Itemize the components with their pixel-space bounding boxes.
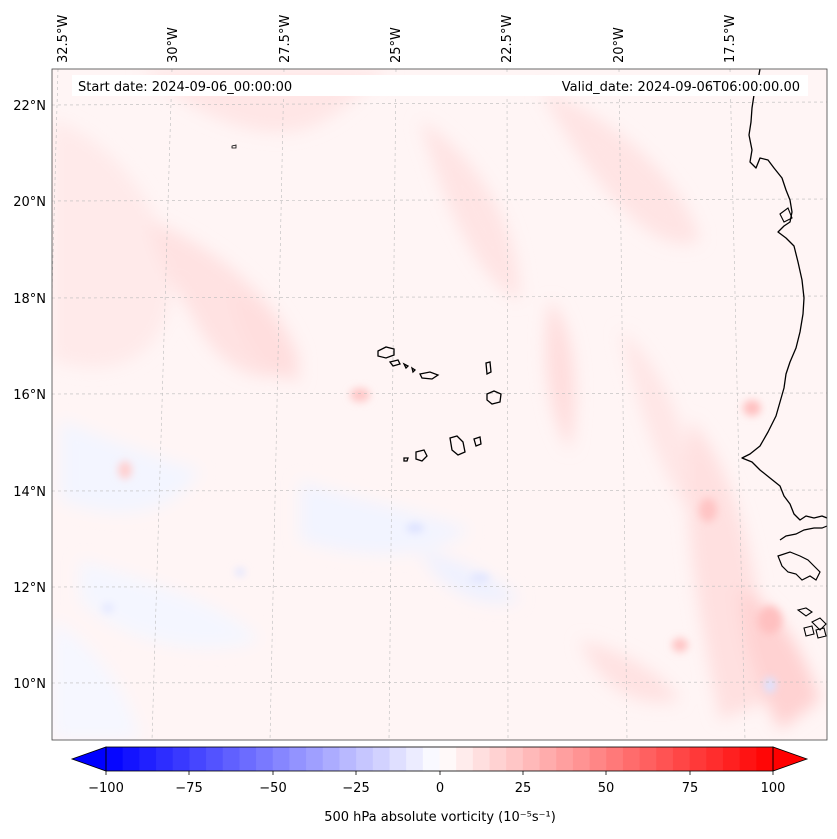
coast-gambia	[779, 525, 827, 541]
colorbar-cell	[356, 747, 374, 771]
colorbar-cell	[206, 747, 224, 771]
colorbar-tick-label: −25	[342, 781, 369, 796]
colorbar-cell	[122, 747, 140, 771]
lat-label: 20°N	[13, 195, 46, 210]
map-panel	[52, 69, 827, 740]
colorbar-tick-label: 0	[436, 781, 444, 796]
colorbar-cell	[422, 747, 440, 771]
cape-verde-islands	[377, 346, 502, 462]
colorbar-ticks	[105, 771, 774, 775]
colorbar-cell	[289, 747, 307, 771]
colorbar-cell	[139, 747, 157, 771]
colorbar-cell	[439, 747, 457, 771]
lon-label: 32.5°W	[56, 15, 71, 63]
colorbar-cell	[689, 747, 707, 771]
colorbar-tick-label: −50	[259, 781, 286, 796]
colorbar-cell	[706, 747, 724, 771]
colorbar-outline	[105, 746, 774, 772]
colorbar-tick-label: 50	[598, 781, 615, 796]
coast-upper	[779, 207, 793, 223]
colorbar-cell	[306, 747, 324, 771]
colorbar-cell	[322, 747, 340, 771]
map-frame	[51, 68, 828, 741]
lat-label: 14°N	[13, 485, 46, 500]
longitude-labels: 32.5°W 30°W 27.5°W 25°W 22.5°W 20°W 17.5…	[56, 15, 738, 63]
colorbar-cell	[272, 747, 290, 771]
african-coastline	[741, 69, 827, 521]
colorbar-cell	[239, 747, 257, 771]
vorticity-small-features	[102, 388, 782, 693]
colorbar-title: 500 hPa absolute vorticity (10⁻⁵s⁻¹)	[324, 810, 556, 825]
colorbar-tick-label: 25	[515, 781, 532, 796]
colorbar-cell	[189, 747, 207, 771]
colorbar-cells	[106, 747, 774, 771]
colorbar-min-arrow	[70, 746, 107, 772]
colorbar-cell	[639, 747, 657, 771]
info-box	[72, 75, 808, 96]
lat-label: 18°N	[13, 292, 46, 307]
colorbar-tick-label: −75	[175, 781, 202, 796]
lon-label: 22.5°W	[500, 15, 515, 63]
colorbar-cell	[106, 747, 124, 771]
lat-label: 22°N	[13, 99, 46, 114]
colorbar-cell	[456, 747, 474, 771]
colorbar-cell	[672, 747, 691, 771]
colorbar-cell	[739, 747, 757, 771]
colorbar-cell	[589, 747, 607, 771]
colorbar-cell	[372, 747, 390, 771]
colorbar-tick-label: −100	[88, 781, 124, 796]
lon-label: 30°W	[166, 27, 181, 63]
coast-bijagos	[796, 607, 827, 639]
start-date-label: Start date: 2024-09-06_00:00:00	[78, 80, 292, 95]
colorbar-cell	[539, 747, 557, 771]
colorbar-cell	[489, 747, 507, 771]
colorbar-tick-label: 75	[682, 781, 699, 796]
colorbar-cell	[172, 747, 190, 771]
valid-date-label: Valid_date: 2024-09-06T06:00:00.00	[562, 80, 800, 95]
colorbar-cell	[339, 747, 357, 771]
colorbar-cell	[756, 747, 774, 771]
graticule	[52, 69, 827, 740]
colorbar-cell	[506, 747, 524, 771]
colorbar-cell	[222, 747, 240, 771]
lon-label: 27.5°W	[278, 15, 293, 63]
lat-label: 12°N	[13, 581, 46, 596]
coast-guinea-bissau	[777, 551, 821, 581]
colorbar-cell	[556, 747, 574, 771]
colorbar-cell	[389, 747, 407, 771]
colorbar-cell	[572, 747, 591, 771]
colorbar-cell	[156, 747, 174, 771]
colorbar: −100 −75 −50 −25 0 25 50 75 100 500 hPa …	[70, 746, 809, 825]
lon-label: 20°W	[612, 27, 627, 63]
colorbar-max-arrow	[772, 746, 809, 772]
lon-label: 25°W	[389, 27, 404, 63]
colorbar-cell	[622, 747, 641, 771]
colorbar-cell	[522, 747, 541, 771]
lon-label: 17.5°W	[723, 15, 738, 63]
colorbar-cell	[606, 747, 624, 771]
colorbar-cell	[256, 747, 274, 771]
lat-label: 16°N	[13, 388, 46, 403]
colorbar-cell	[722, 747, 741, 771]
colorbar-tick-label: 100	[761, 781, 786, 796]
colorbar-cell	[406, 747, 424, 771]
colorbar-cell	[656, 747, 674, 771]
colorbar-cell	[472, 747, 491, 771]
latitude-labels: 22°N 20°N 18°N 16°N 14°N 12°N 10°N	[13, 99, 46, 692]
land-dot	[231, 144, 237, 149]
lat-label: 10°N	[13, 677, 46, 692]
